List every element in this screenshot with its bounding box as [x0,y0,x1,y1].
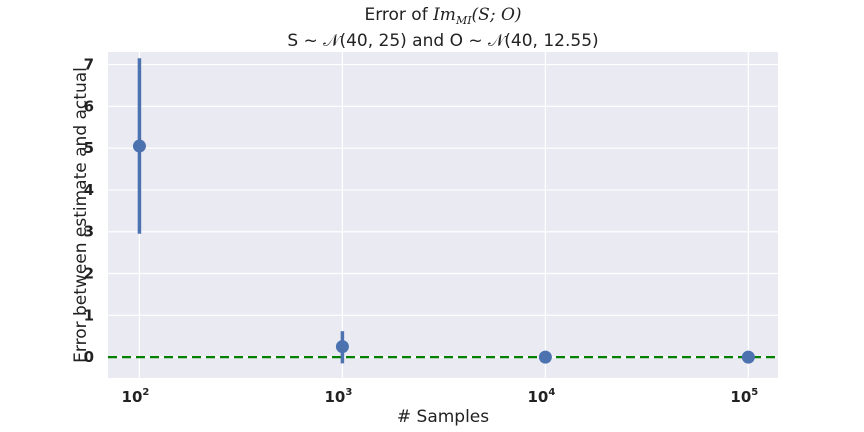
title-prefix: Error of [364,5,433,25]
y-tick-label: 4 [84,181,94,199]
data-point [335,340,349,354]
y-tick-labels: 0 1 2 3 4 5 6 7 [84,56,94,367]
data-points [132,139,755,364]
chart-title-line2: S ~ 𝒩(40, 25) and O ~ 𝒩(40, 12.55) [287,31,598,51]
y-tick-label: 5 [84,139,94,157]
title-math: Im [432,5,456,25]
x-tick-label: 103 [324,387,352,406]
grid-lines [108,52,778,378]
y-tick-label: 6 [84,97,94,115]
x-tick-label: 105 [730,387,758,406]
y-tick-label: 7 [84,56,94,74]
data-point [741,350,755,364]
data-point [132,139,146,153]
y-tick-label: 2 [84,265,94,283]
x-tick-labels: 102 103 104 105 [122,387,759,406]
x-axis-label: # Samples [397,407,489,427]
title-suffix: (S; O) [472,5,522,25]
y-tick-label: 1 [84,306,94,324]
plot-area [108,52,778,378]
x-tick-label: 104 [527,387,555,406]
x-tick-label: 102 [122,387,150,406]
data-point [538,350,552,364]
chart-title-line1: Error of ImMI(S; O) [364,5,521,27]
y-tick-label: 0 [84,348,94,366]
title-math-subscript: MI [455,14,472,27]
y-axis-label: Error between estimate and actual [71,67,91,363]
y-tick-label: 3 [84,223,94,241]
